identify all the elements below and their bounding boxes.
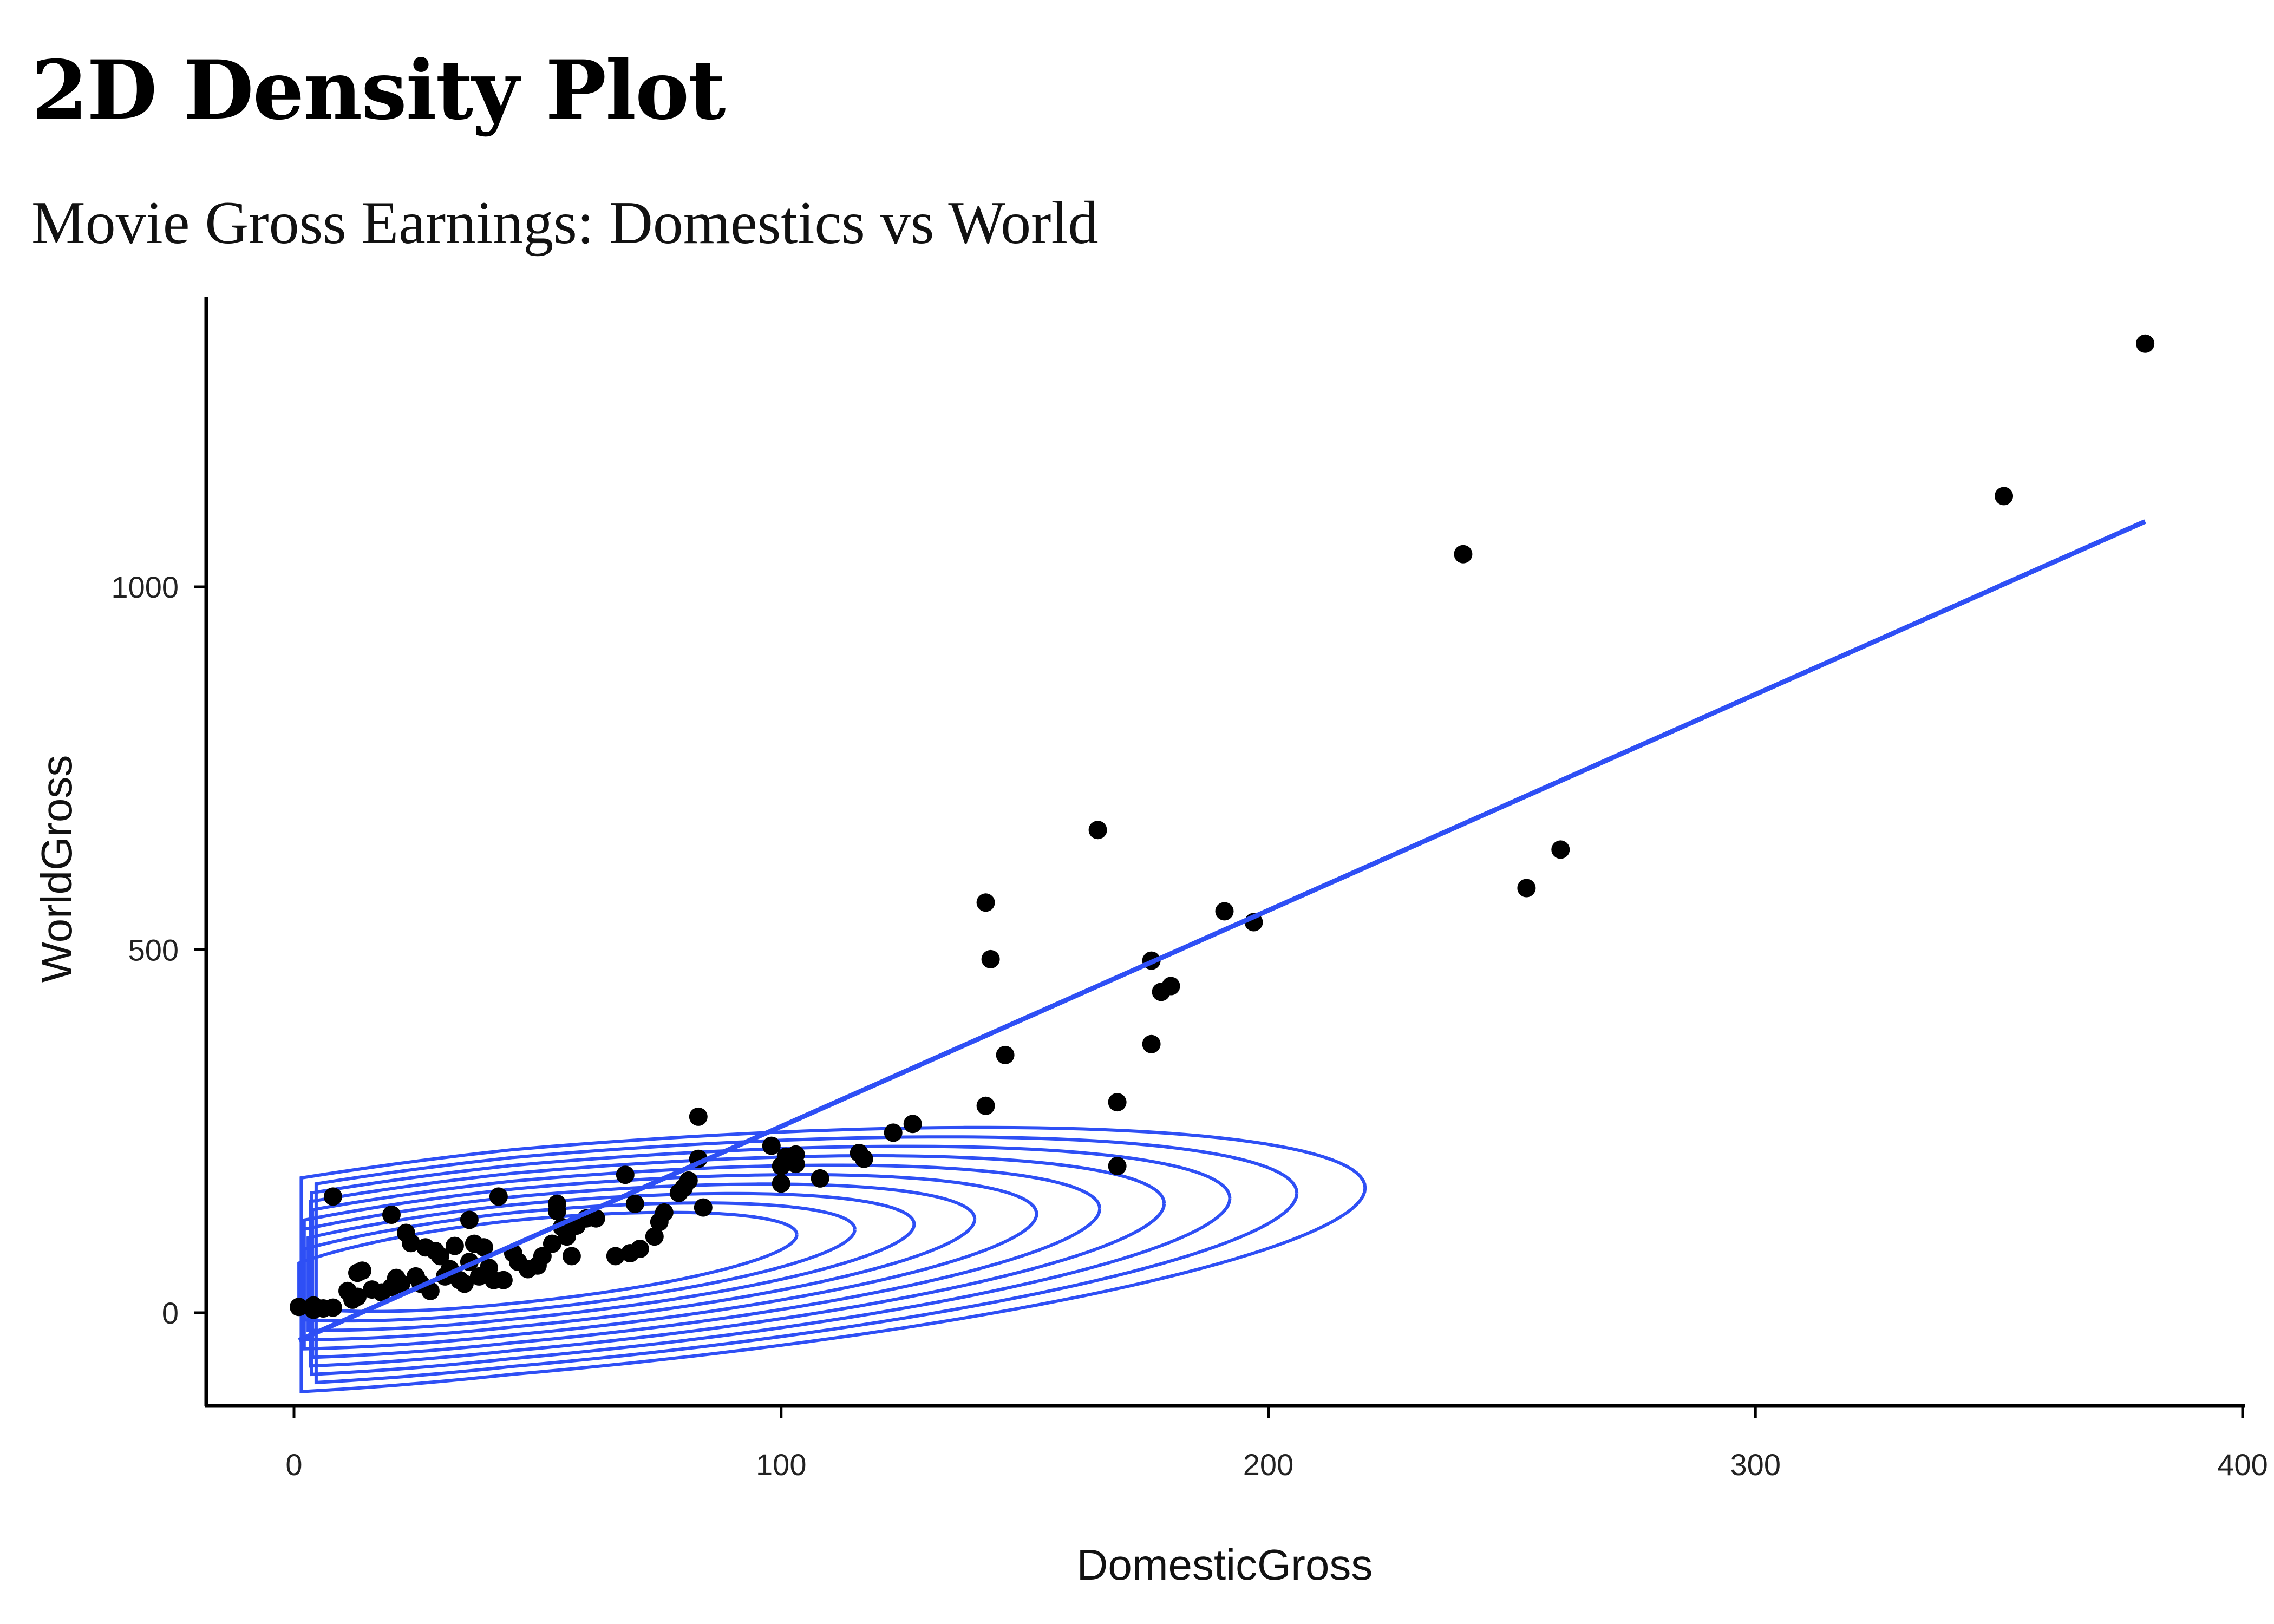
data-point [2136, 334, 2155, 353]
data-point [976, 893, 995, 912]
data-point [1517, 879, 1536, 898]
data-point [290, 1298, 308, 1317]
density-contour [299, 1125, 1367, 1393]
density-contours [297, 1125, 1367, 1393]
data-point [903, 1115, 922, 1134]
data-point [401, 1234, 420, 1253]
x-ticks: 0 100 200 300 400 [285, 1406, 2268, 1482]
data-point [786, 1155, 805, 1174]
chart-subtitle: Movie Gross Earnings: Domestics vs World [31, 189, 1099, 257]
fit-line-group [298, 519, 2146, 1343]
data-point [616, 1165, 635, 1184]
data-point [772, 1174, 790, 1193]
data-point [547, 1194, 566, 1213]
data-point [981, 949, 1000, 968]
density-contour [306, 1191, 916, 1332]
fit-line [298, 519, 2146, 1343]
data-point [811, 1169, 829, 1188]
data-point [391, 1274, 410, 1293]
data-point [854, 1149, 873, 1168]
density-contour [310, 1144, 1232, 1377]
data-point [348, 1287, 367, 1306]
data-point [382, 1206, 401, 1224]
data-point [1454, 545, 1473, 564]
data-point [1142, 1034, 1161, 1053]
y-tick-label: 0 [162, 1296, 179, 1330]
data-point [324, 1298, 342, 1317]
data-point [655, 1203, 674, 1222]
data-point [1088, 821, 1107, 840]
data-point [474, 1238, 493, 1257]
data-point [353, 1261, 371, 1280]
data-point [562, 1247, 581, 1266]
chart-title: 2D Density Plot [31, 43, 726, 138]
data-point [606, 1247, 625, 1266]
density-contour [302, 1173, 1038, 1351]
data-point [460, 1210, 479, 1229]
data-point [996, 1045, 1015, 1064]
data-point [445, 1236, 464, 1255]
x-axis-title: DomesticGross [1077, 1541, 1373, 1589]
data-point [543, 1234, 561, 1253]
data-point [1215, 902, 1234, 921]
data-point [586, 1209, 605, 1228]
data-point [762, 1136, 781, 1155]
y-tick-label: 500 [128, 933, 179, 967]
x-tick-label: 0 [285, 1448, 302, 1482]
y-ticks: 0 500 1000 [111, 570, 206, 1330]
data-point [494, 1271, 513, 1289]
x-tick-label: 100 [756, 1448, 806, 1482]
data-point [645, 1227, 664, 1246]
data-point [694, 1198, 713, 1217]
data-point [1108, 1093, 1127, 1112]
data-point [630, 1240, 649, 1258]
data-point [455, 1274, 474, 1293]
x-tick-label: 400 [2217, 1448, 2268, 1482]
data-point [1551, 840, 1570, 859]
data-point [884, 1123, 903, 1142]
data-point [1108, 1157, 1127, 1176]
data-point [689, 1107, 708, 1126]
data-point [324, 1187, 342, 1206]
x-tick-label: 300 [1730, 1448, 1781, 1482]
data-point [533, 1247, 552, 1266]
data-point [625, 1194, 644, 1213]
data-points [290, 334, 2155, 1319]
x-tick-label: 200 [1243, 1448, 1293, 1482]
data-point [1161, 977, 1180, 996]
data-point [489, 1187, 508, 1206]
y-tick-label: 1000 [111, 570, 179, 604]
data-point [430, 1247, 449, 1266]
density-contour [314, 1135, 1299, 1385]
data-point [1995, 487, 2014, 506]
axes [204, 297, 2245, 1408]
y-axis-title: WorldGross [32, 755, 81, 983]
data-point [976, 1096, 995, 1115]
data-point [679, 1171, 698, 1190]
